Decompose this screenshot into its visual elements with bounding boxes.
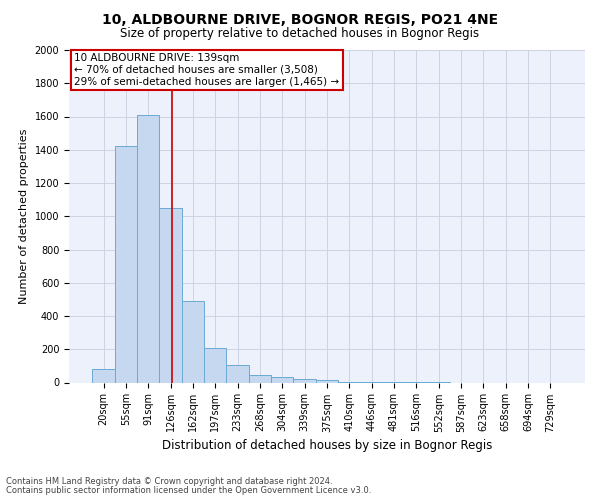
X-axis label: Distribution of detached houses by size in Bognor Regis: Distribution of detached houses by size … xyxy=(162,438,492,452)
Bar xyxy=(293,379,316,382)
Bar xyxy=(271,376,293,382)
Bar xyxy=(226,365,249,382)
Text: 10 ALDBOURNE DRIVE: 139sqm
← 70% of detached houses are smaller (3,508)
29% of s: 10 ALDBOURNE DRIVE: 139sqm ← 70% of deta… xyxy=(74,54,339,86)
Bar xyxy=(316,380,338,382)
Bar xyxy=(92,369,115,382)
Text: Contains public sector information licensed under the Open Government Licence v3: Contains public sector information licen… xyxy=(6,486,371,495)
Text: Contains HM Land Registry data © Crown copyright and database right 2024.: Contains HM Land Registry data © Crown c… xyxy=(6,477,332,486)
Bar xyxy=(204,348,226,382)
Bar xyxy=(249,374,271,382)
Text: Size of property relative to detached houses in Bognor Regis: Size of property relative to detached ho… xyxy=(121,28,479,40)
Bar xyxy=(115,146,137,382)
Bar xyxy=(137,115,160,382)
Bar xyxy=(182,301,204,382)
Bar xyxy=(160,208,182,382)
Text: 10, ALDBOURNE DRIVE, BOGNOR REGIS, PO21 4NE: 10, ALDBOURNE DRIVE, BOGNOR REGIS, PO21 … xyxy=(102,12,498,26)
Y-axis label: Number of detached properties: Number of detached properties xyxy=(19,128,29,304)
